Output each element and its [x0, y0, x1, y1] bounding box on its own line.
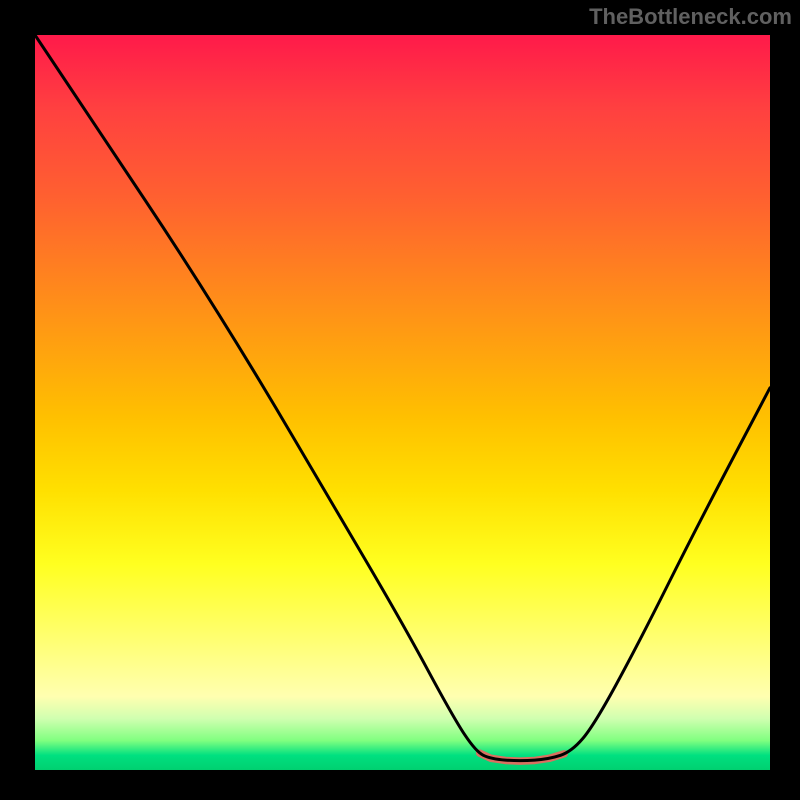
main-curve [35, 35, 770, 761]
plot-area [35, 35, 770, 770]
curve-layer [35, 35, 770, 770]
chart-container: TheBottleneck.com [0, 0, 800, 800]
credit-label: TheBottleneck.com [589, 4, 792, 30]
